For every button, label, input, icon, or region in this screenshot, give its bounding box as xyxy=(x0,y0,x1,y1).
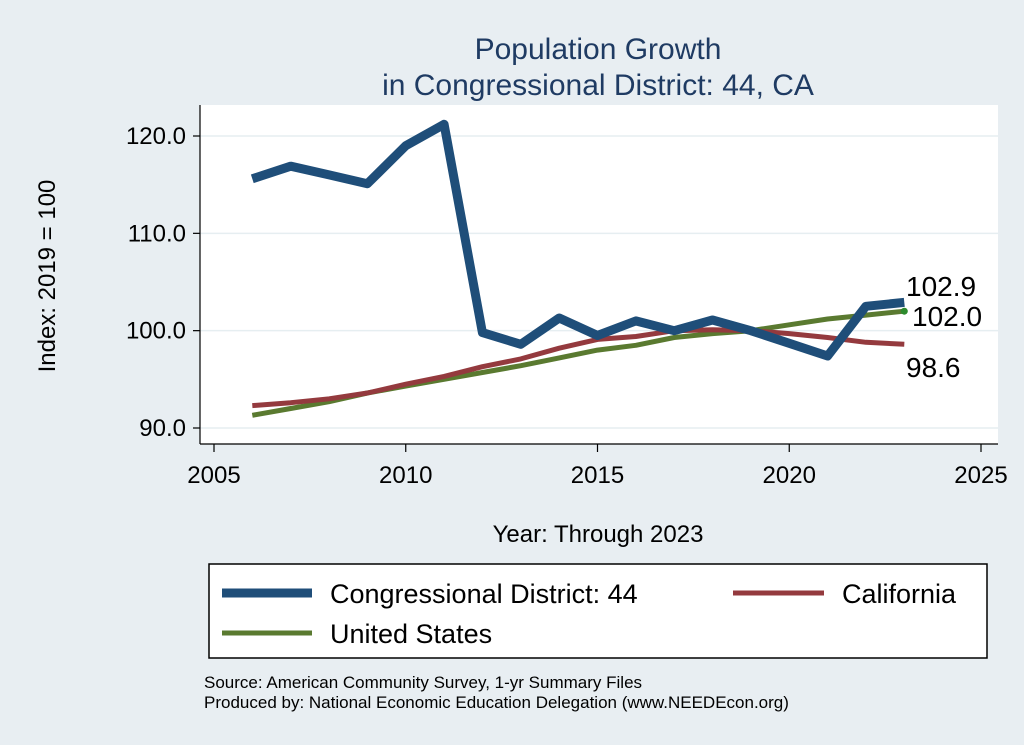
end-label-1: 98.6 xyxy=(906,352,961,383)
chart-title-line1: Population Growth xyxy=(475,33,722,66)
x-tick-label: 2025 xyxy=(954,462,1007,489)
y-tick-label: 100.0 xyxy=(126,318,186,345)
series-line-0 xyxy=(250,119,905,361)
legend-label-0: Congressional District: 44 xyxy=(330,579,638,609)
legend-label-2: United States xyxy=(330,619,492,649)
source-text: Source: American Community Survey, 1-yr … xyxy=(204,673,642,692)
x-tick-label: 2005 xyxy=(187,462,240,489)
x-tick-label: 2010 xyxy=(379,462,432,489)
gridlines xyxy=(200,135,998,429)
end-label-0: 102.9 xyxy=(906,271,976,302)
end-label-2: 102.0 xyxy=(912,301,982,332)
series-line-1 xyxy=(252,327,905,409)
y-tick-label: 110.0 xyxy=(128,220,186,247)
legend xyxy=(208,563,988,659)
legend-label-1: California xyxy=(842,579,957,609)
axes: 90.0 100.0 110.0 120.0 2005 2010 2015 2020 2025 xyxy=(126,105,1008,489)
chart-title-line2: in Congressional District: 44, CA xyxy=(382,69,814,102)
x-tick-label: 2020 xyxy=(763,462,816,489)
y-tick-label: 90.0 xyxy=(139,415,186,442)
producer-text: Produced by: National Economic Education… xyxy=(204,693,789,712)
series-end-marker xyxy=(900,307,908,315)
plot-area xyxy=(200,105,998,444)
y-tick-label: 120.0 xyxy=(126,123,186,150)
legend-items: Congressional District: 44 California Unit… xyxy=(222,579,957,649)
y-axis-label: Index: 2019 = 100 xyxy=(34,180,61,373)
end-labels: 102.9 98.6 102.0 xyxy=(906,271,982,383)
series-lines xyxy=(250,119,908,418)
x-tick-label: 2015 xyxy=(571,462,624,489)
x-axis-label: Year: Through 2023 xyxy=(493,521,704,548)
